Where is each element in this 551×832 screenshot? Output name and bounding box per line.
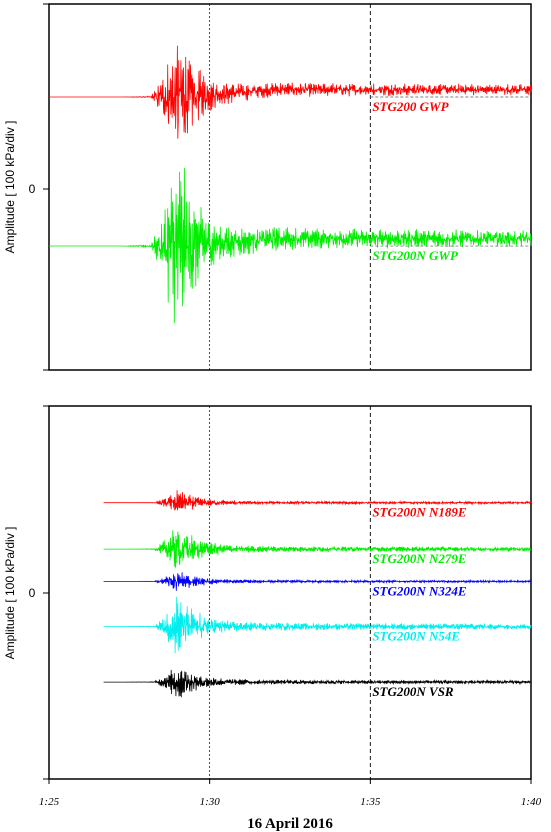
top-panel-frame [48,3,532,371]
trace-stg200n-n189e [103,490,532,511]
x-axis-date-label: 16 April 2016 [247,816,333,832]
top-ytick-zero-label: 0 [29,182,36,196]
xtick-label-135: 1:35 [360,796,381,808]
xtick-label-130: 1:30 [200,796,221,808]
bottom-ytick-zero-label: 0 [29,586,36,600]
trace-label-stg200n-n279e: STG200N N279E [372,551,467,566]
trace-label-stg200n-vsr: STG200N VSR [372,684,454,699]
top-ylabel: Amplitude [ 100 kPa/div ] [3,121,17,254]
trace-label-stg200n-n189e: STG200N N189E [372,505,467,520]
bottom-ylabel: Amplitude [ 100 kPa/div ] [3,527,17,660]
trace-label-stg200n-n324e: STG200N N324E [372,583,467,598]
trace-stg200n-vsr [103,669,532,698]
trace-label-stg200n-n54e: STG200N N54E [372,629,460,644]
xtick-label-125: 1:25 [39,796,60,808]
bottom-panel-frame [48,405,532,780]
trace-stg200n-n54e [103,596,532,654]
trace-stg200n-n324e [103,572,532,591]
trace-label-stg200-gwp: STG200 GWP [372,99,449,114]
trace-stg200n-n279e [103,530,532,568]
bottom-panel: STG200N N189E STG200N N279E STG200N N324E S… [3,405,542,832]
trace-stg200-gwp [49,45,532,139]
top-panel: STG200 GWP STG200N GWP 0 Amplitude [ 100 … [3,3,532,371]
xtick-label-140: 1:40 [521,796,542,808]
trace-stg200n-gwp [49,167,532,324]
trace-label-stg200n-gwp: STG200N GWP [372,248,459,263]
